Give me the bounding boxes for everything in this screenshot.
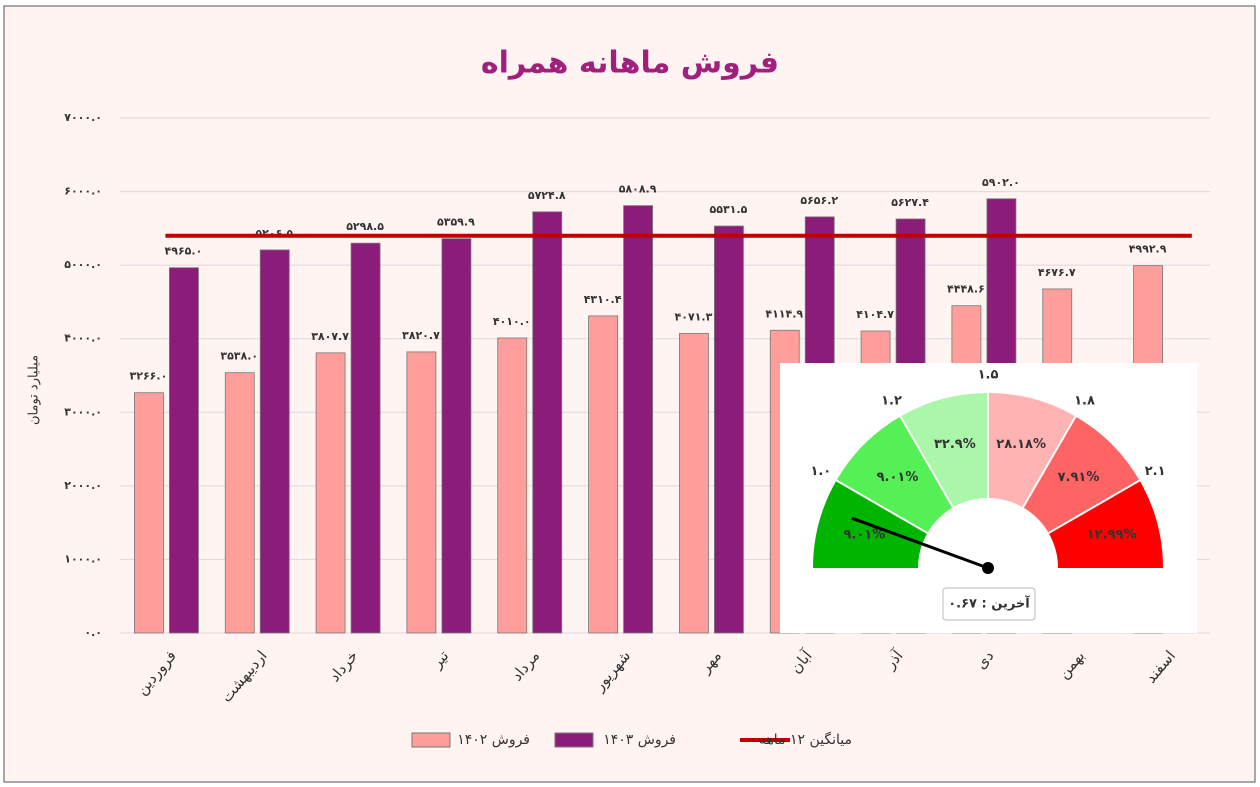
y-tick-label: ۰.۰	[84, 626, 102, 639]
bar	[588, 315, 618, 634]
gauge-band-label: ۷.۹۱%	[1058, 470, 1100, 485]
bar	[532, 211, 563, 634]
data-label: ۴۴۴۸.۶	[947, 283, 985, 296]
gauge-band-label: ۹.۰۱%	[843, 527, 885, 542]
data-label: ۵۶۲۷.۴	[891, 196, 929, 209]
data-label: ۳۸۰۷.۷	[311, 330, 349, 343]
data-label: ۴۶۷۶.۷	[1038, 266, 1076, 279]
y-tick-label: ۲۰۰۰.۰	[64, 479, 102, 492]
bar	[315, 352, 346, 634]
data-label: ۴۳۱۰.۴	[584, 293, 622, 306]
needle-label-box	[942, 587, 1036, 621]
gauge-threshold	[1022, 415, 1077, 508]
y-tick-label: ۷۰۰۰.۰	[64, 111, 102, 124]
gauge-band-label: ۲۸.۱۸%	[996, 437, 1046, 452]
gauge-band-label: ۳۲.۹%	[934, 437, 976, 452]
data-label: ۵۸۰۸.۹	[619, 183, 657, 196]
gauge-threshold	[835, 479, 928, 534]
bar	[623, 205, 653, 634]
gauge-threshold-label: ۱.۲	[881, 393, 902, 408]
y-axis-label: میلیارد تومان	[27, 355, 42, 425]
data-label: ۳۸۲۰.۷	[402, 329, 440, 342]
bar	[350, 242, 381, 634]
data-label: ۵۲۰۶.۵	[255, 227, 293, 240]
legend-label: میانگین ۱۲ ماهه	[759, 731, 852, 748]
bar	[497, 337, 528, 634]
y-tick-label: ۴۰۰۰.۰	[64, 332, 102, 345]
bar	[714, 225, 744, 634]
bar	[406, 351, 437, 634]
bar	[441, 238, 472, 634]
gauge-hub	[982, 562, 994, 574]
chart-title: فروش ماهانه همراه	[481, 46, 779, 81]
bar	[259, 249, 290, 634]
data-label: ۴۹۶۵.۰	[165, 245, 203, 258]
gauge-band	[1048, 480, 1163, 568]
y-tick-label: ۱۰۰۰.۰	[64, 552, 102, 565]
legend-label: فروش ۱۴۰۲	[457, 732, 530, 748]
bar	[134, 392, 164, 634]
gauge-threshold	[1048, 479, 1141, 534]
gauge-needle	[851, 516, 989, 570]
data-label: ۴۰۷۱.۳	[675, 310, 713, 323]
data-label: ۵۳۵۹.۹	[437, 216, 475, 229]
gauge-threshold-label: ۱.۰	[810, 464, 831, 479]
data-label: ۵۷۲۴.۸	[528, 189, 566, 202]
gauge-threshold-label: ۲.۱	[1145, 464, 1166, 479]
gauge-threshold-label: ۱.۸	[1074, 393, 1095, 408]
gauge-band	[988, 393, 1076, 508]
data-label: ۴۱۰۴.۷	[856, 308, 894, 321]
legend-swatch	[554, 732, 594, 748]
gauge-band	[836, 416, 953, 533]
data-label: ۵۹۰۲.۰	[982, 176, 1020, 189]
gauge-threshold-label: ۱.۵	[978, 368, 999, 383]
data-label: ۵۶۵۶.۲	[800, 194, 838, 207]
legend-swatch	[411, 732, 451, 748]
bar	[169, 267, 199, 634]
needle-label: آخرین : ۰.۶۷	[948, 595, 1030, 612]
data-label: ۴۱۱۴.۹	[765, 307, 803, 320]
gauge-band	[900, 393, 988, 508]
data-label: ۵۵۳۱.۵	[710, 203, 748, 216]
y-tick-label: ۵۰۰۰.۰	[64, 258, 102, 271]
legend-label: فروش ۱۴۰۳	[603, 732, 676, 748]
bar	[224, 372, 255, 634]
data-label: ۴۰۱۰.۰	[493, 315, 531, 328]
data-label: ۳۵۳۸.۰	[220, 350, 258, 363]
data-label: ۳۲۶۶.۰	[130, 370, 168, 383]
data-label: ۵۲۹۸.۵	[346, 220, 384, 233]
bar	[679, 333, 709, 634]
y-tick-label: ۳۰۰۰.۰	[64, 405, 102, 418]
y-tick-label: ۶۰۰۰.۰	[64, 185, 102, 198]
gauge-threshold	[899, 415, 954, 508]
gauge-band-label: ۹.۰۱%	[877, 470, 919, 485]
gauge-band	[1023, 416, 1140, 533]
gauge-band-label: ۱۲.۹۹%	[1087, 527, 1137, 542]
data-label: ۴۹۹۲.۹	[1129, 243, 1167, 256]
